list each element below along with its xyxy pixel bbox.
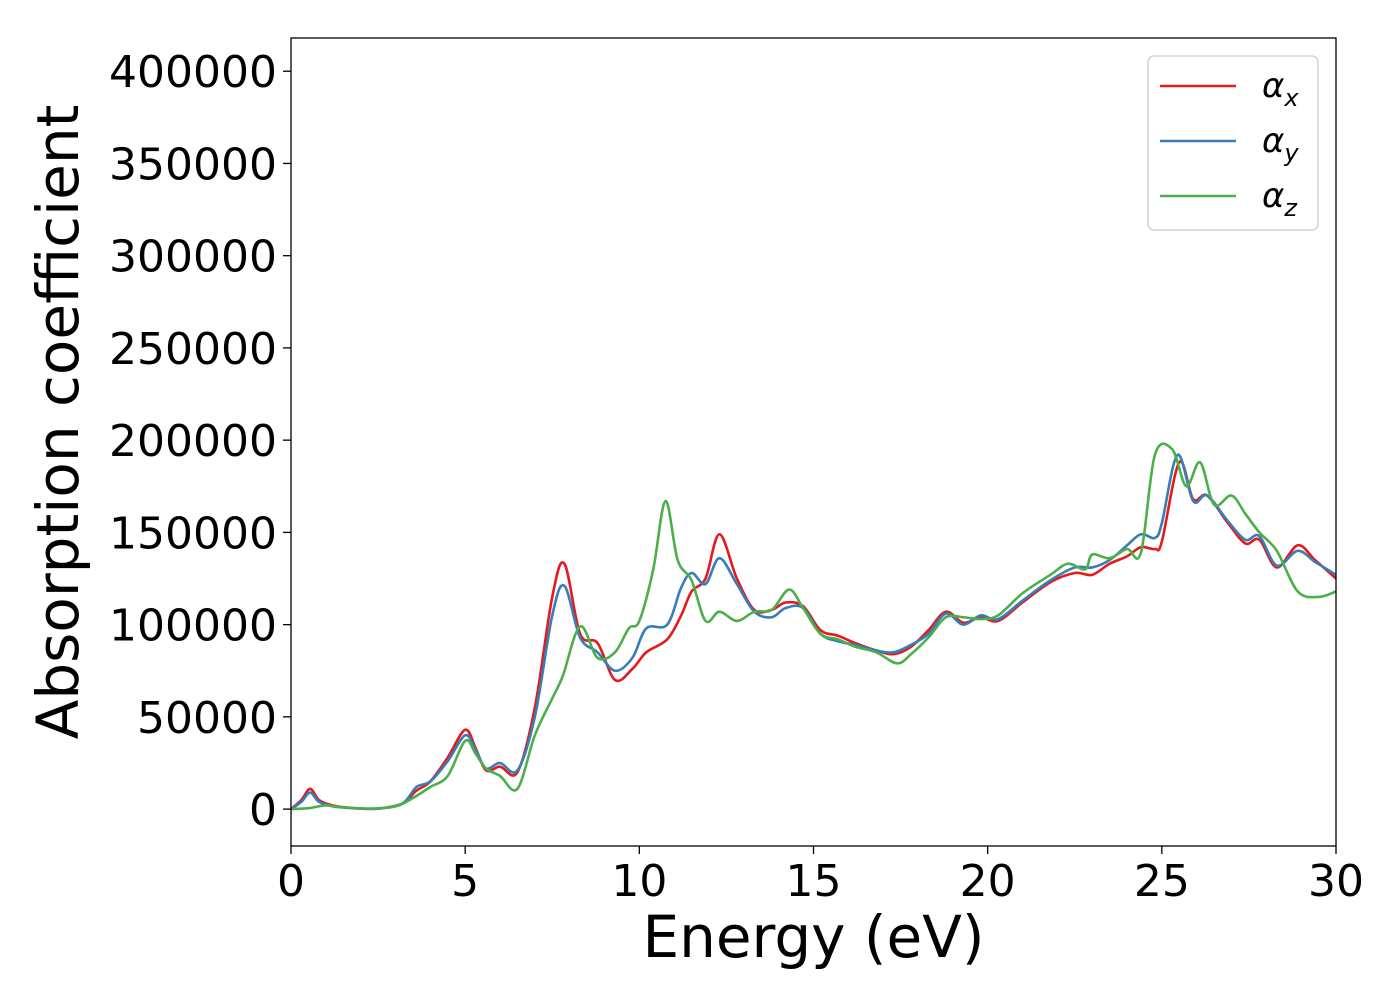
y-axis: 0 50000 100000 150000 200000 250000 300000 3500… xyxy=(109,47,291,836)
x-tick-label: 5 xyxy=(451,856,479,907)
y-tick-label: 400000 xyxy=(109,47,277,98)
y-tick-label: 150000 xyxy=(109,508,277,559)
series-line-x xyxy=(291,460,1336,811)
y-tick-label: 0 xyxy=(249,785,277,836)
legend-box xyxy=(1147,55,1319,231)
series-line-y xyxy=(291,453,1336,811)
x-tick-label: 15 xyxy=(786,856,842,907)
x-tick-label: 30 xyxy=(1308,856,1364,907)
x-tick-label: 10 xyxy=(611,856,667,907)
y-tick-label: 50000 xyxy=(137,693,277,744)
y-tick-label: 250000 xyxy=(109,324,277,375)
y-tick-label: 100000 xyxy=(109,601,277,652)
x-tick-label: 0 xyxy=(277,856,305,907)
x-tick-label: 25 xyxy=(1134,856,1190,907)
x-axis-label: Energy (eV) xyxy=(642,903,984,971)
x-axis: 0 5 10 15 20 25 30 xyxy=(277,846,1364,907)
y-tick-label: 350000 xyxy=(109,139,277,190)
legend-label-z: αz xyxy=(1262,176,1298,222)
x-tick-label: 20 xyxy=(960,856,1016,907)
series-layer xyxy=(291,442,1336,811)
y-tick-label: 200000 xyxy=(109,416,277,467)
series-line-z xyxy=(291,442,1336,811)
y-tick-label: 300000 xyxy=(109,232,277,283)
y-axis-label: Absorption coefficient xyxy=(24,105,92,740)
